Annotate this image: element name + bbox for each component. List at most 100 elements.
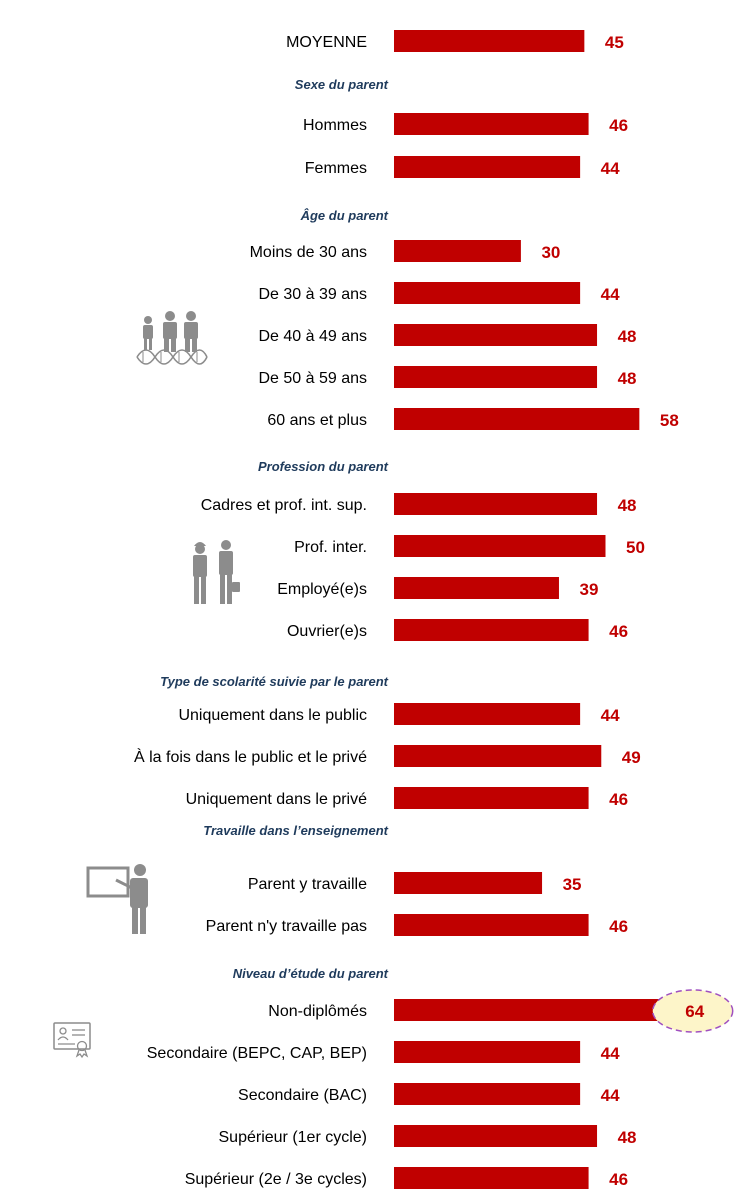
bar <box>394 535 606 557</box>
bar <box>394 408 640 430</box>
category-label: Supérieur (1er cycle) <box>219 1129 368 1146</box>
category-label: De 50 à 59 ans <box>258 370 367 387</box>
bar-row: De 30 à 39 ans 44 <box>258 282 620 304</box>
value-label: 39 <box>580 580 599 599</box>
bar-row: 60 ans et plus 58 <box>267 408 679 430</box>
bar <box>394 619 589 641</box>
bar-row: Moins de 30 ans 30 <box>250 240 560 262</box>
value-label: 46 <box>609 917 628 936</box>
bar-row: Supérieur (1er cycle) 48 <box>219 1125 637 1147</box>
bar-row: Uniquement dans le public 44 <box>178 703 620 725</box>
bar <box>394 324 598 346</box>
value-label: 44 <box>601 1044 620 1063</box>
bar <box>394 113 589 135</box>
bar-row: Secondaire (BAC) 44 <box>238 1083 620 1105</box>
value-label: 44 <box>601 706 620 725</box>
section-title: Type de scolarité suivie par le parent <box>160 674 389 689</box>
bar-row: Femmes 44 <box>305 156 620 178</box>
value-label: 49 <box>622 748 641 767</box>
bar <box>394 999 665 1021</box>
bar-row: De 50 à 59 ans 48 <box>258 366 637 388</box>
category-label: Hommes <box>303 117 367 134</box>
value-label: 48 <box>618 1128 637 1147</box>
bar <box>394 156 581 178</box>
category-label: Supérieur (2e / 3e cycles) <box>185 1171 367 1188</box>
bar <box>394 914 589 936</box>
workers-icon <box>193 540 240 604</box>
value-label: 46 <box>609 116 628 135</box>
bar-row: À la fois dans le public et le privé 49 <box>134 745 641 767</box>
bar-row: Parent y travaille 35 <box>248 872 582 894</box>
value-label: 50 <box>626 538 645 557</box>
value-label: 48 <box>618 327 637 346</box>
section-title: Âge du parent <box>300 208 389 223</box>
category-label: Parent n'y travaille pas <box>206 918 367 935</box>
bar <box>394 282 581 304</box>
category-label: Moins de 30 ans <box>250 244 367 261</box>
value-label: 46 <box>609 622 628 641</box>
bar <box>394 240 521 262</box>
category-label: Ouvrier(e)s <box>287 623 367 640</box>
value-label: 44 <box>601 1086 620 1105</box>
bar-row: Non-diplômés 64 <box>268 989 734 1033</box>
category-label: 60 ans et plus <box>267 412 367 429</box>
bar <box>394 1125 598 1147</box>
bar-row: Employé(e)s 39 <box>277 577 598 599</box>
bar-row: Uniquement dans le privé 46 <box>186 787 628 809</box>
bar-row: Hommes 46 <box>303 113 628 135</box>
bar <box>394 745 602 767</box>
diploma-certificate-icon <box>53 1022 91 1059</box>
category-label: MOYENNE <box>286 34 367 51</box>
category-label: À la fois dans le public et le privé <box>134 747 367 766</box>
bar-row: Prof. inter. 50 <box>294 535 645 557</box>
category-label: Secondaire (BEPC, CAP, BEP) <box>147 1045 367 1062</box>
value-label: 30 <box>541 243 560 262</box>
category-label: Uniquement dans le public <box>178 707 367 724</box>
section-title: Travaille dans l’enseignement <box>203 823 388 838</box>
category-label: Employé(e)s <box>277 581 367 598</box>
category-label: De 40 à 49 ans <box>258 328 367 345</box>
bar-row: Secondaire (BEPC, CAP, BEP) 44 <box>147 1041 620 1063</box>
category-label: Femmes <box>305 160 367 177</box>
value-label: 58 <box>660 411 679 430</box>
value-label: 44 <box>601 159 620 178</box>
value-label: 46 <box>609 790 628 809</box>
bar-row: Parent n'y travaille pas 46 <box>206 914 628 936</box>
bar <box>394 1083 581 1105</box>
value-label: 64 <box>685 1002 704 1021</box>
bar-row: Ouvrier(e)s 46 <box>287 619 628 641</box>
section-title: Niveau d’étude du parent <box>233 966 389 981</box>
category-label: Parent y travaille <box>248 876 367 893</box>
category-label: Non-diplômés <box>268 1003 367 1020</box>
value-label: 35 <box>563 875 582 894</box>
bar <box>394 787 589 809</box>
category-label: Prof. inter. <box>294 539 367 556</box>
bar <box>394 1167 589 1189</box>
bar <box>394 872 543 894</box>
bar-row: De 40 à 49 ans 48 <box>258 324 637 346</box>
family-dna-icon <box>136 311 208 365</box>
highlight-ellipse <box>651 989 734 1033</box>
value-label: 44 <box>601 285 620 304</box>
category-label: Cadres et prof. int. sup. <box>201 497 367 514</box>
bar-row: MOYENNE 45 <box>286 30 624 52</box>
bar <box>394 366 598 388</box>
bar-row: Supérieur (2e / 3e cycles) 46 <box>185 1167 628 1189</box>
value-label: 48 <box>618 496 637 515</box>
bar <box>394 493 598 515</box>
bar <box>394 30 585 52</box>
category-label: Uniquement dans le privé <box>186 791 368 808</box>
category-label: Secondaire (BAC) <box>238 1087 367 1104</box>
section-title: Sexe du parent <box>295 77 389 92</box>
category-label: De 30 à 39 ans <box>258 286 367 303</box>
bar <box>394 1041 581 1063</box>
value-label: 48 <box>618 369 637 388</box>
bar <box>394 703 581 725</box>
bar <box>394 577 559 599</box>
bar-row: Cadres et prof. int. sup. 48 <box>201 493 637 515</box>
teacher-board-icon <box>86 864 148 934</box>
value-label: 45 <box>605 33 624 52</box>
section-title: Profession du parent <box>258 459 389 474</box>
